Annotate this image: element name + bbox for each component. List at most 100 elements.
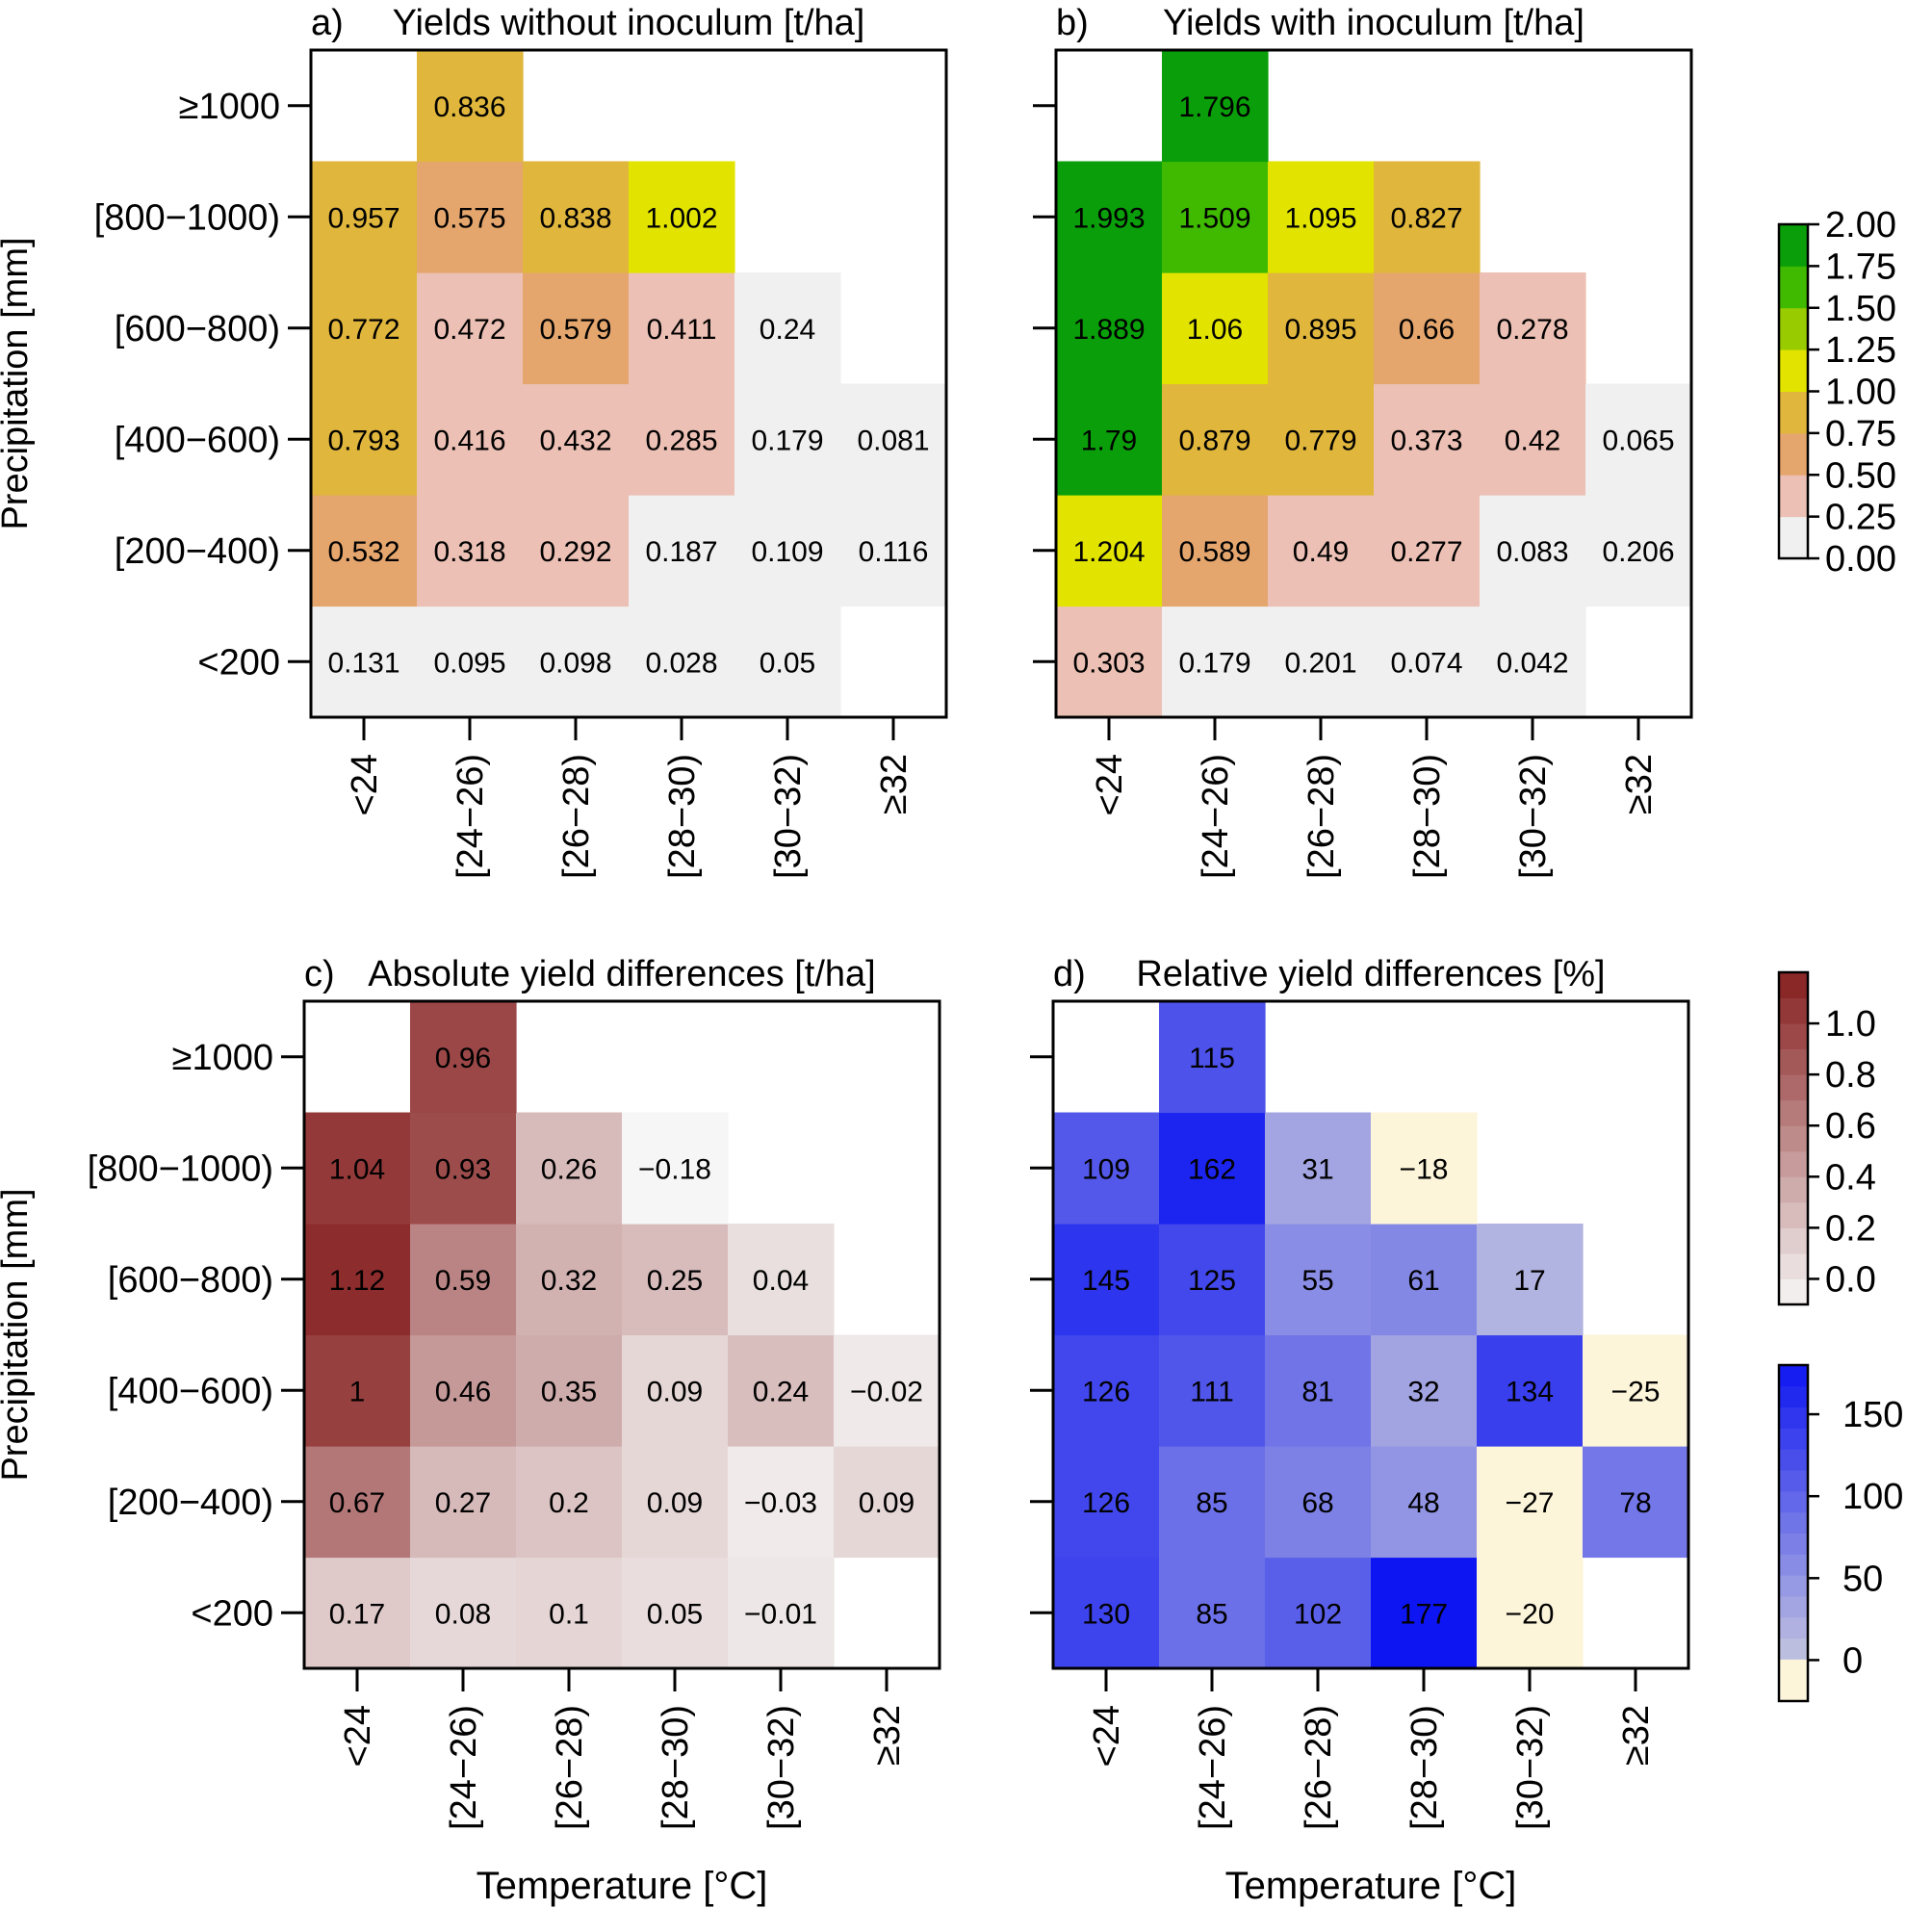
heatmap-cell <box>417 161 524 273</box>
x-tick-label: [30−32) <box>761 1705 802 1830</box>
heatmap-cell <box>1159 1112 1266 1225</box>
heatmap-cell <box>1265 1557 1372 1669</box>
heatmap-cell <box>1056 272 1163 385</box>
cell-value: 0.42 <box>1505 425 1560 456</box>
y-axis-title: Precipitation [mm] <box>0 1188 36 1481</box>
heatmap-cell <box>1056 495 1163 607</box>
heatmap-cell <box>1265 1446 1372 1559</box>
cell-value: 0.579 <box>539 314 611 346</box>
heatmap-cell <box>410 1224 517 1336</box>
legend-swatch <box>1779 1252 1808 1279</box>
heatmap-cell <box>1162 495 1269 607</box>
legend-swatch <box>1779 1638 1808 1660</box>
cell-value: 126 <box>1082 1376 1130 1407</box>
y-tick-label: ≥1000 <box>172 1038 273 1078</box>
y-tick-label: [200−400) <box>108 1483 273 1523</box>
x-tick-label: [26−28) <box>556 754 597 879</box>
cell-value: −25 <box>1611 1376 1661 1407</box>
cell-value: 55 <box>1301 1265 1333 1297</box>
heatmap-cell <box>523 606 630 718</box>
legend-absdiff: 0.0 0.2 0.4 0.6 0.8 1.0 <box>1777 970 1876 1306</box>
cell-value: 0.838 <box>539 202 611 234</box>
cell-value: 0.879 <box>1178 425 1250 456</box>
cell-value: 0.416 <box>433 425 505 456</box>
heatmap-cell <box>410 1112 517 1225</box>
legend-label: 0.00 <box>1825 539 1896 580</box>
x-tick-label: <24 <box>338 1705 378 1767</box>
legend-swatch <box>1779 1227 1808 1254</box>
y-tick-label: <200 <box>191 1593 273 1634</box>
cell-value: 162 <box>1188 1153 1236 1185</box>
cell-value: 1.796 <box>1178 91 1250 123</box>
legend-swatch <box>1779 1428 1808 1450</box>
panel-label: d) <box>1053 954 1086 994</box>
cell-value: 0.028 <box>645 647 717 679</box>
cell-value: 0.09 <box>647 1487 703 1519</box>
cell-value: 0.17 <box>329 1598 385 1630</box>
cell-value: 48 <box>1407 1487 1439 1519</box>
cell-value: 0.779 <box>1284 425 1356 456</box>
cell-value: 0.27 <box>435 1487 491 1519</box>
legend-label: 100 <box>1842 1477 1903 1517</box>
heatmap-cell <box>1585 383 1692 496</box>
cell-value: 81 <box>1301 1376 1333 1407</box>
legend-label: 50 <box>1842 1559 1883 1599</box>
heatmap-cell <box>311 606 418 718</box>
legend-label: 1.00 <box>1825 373 1896 413</box>
cell-value: 0.589 <box>1178 536 1250 568</box>
legend-swatch <box>1779 1616 1808 1639</box>
x-tick-label: [24−26) <box>1196 754 1236 879</box>
heatmap-cell <box>1477 1446 1584 1559</box>
heatmap-cell <box>304 1334 411 1447</box>
y-axis-title: Precipitation [mm] <box>0 237 36 529</box>
cell-value: 0.083 <box>1496 536 1568 568</box>
heatmap-cell <box>1265 1224 1372 1336</box>
heatmap-cell <box>516 1334 623 1447</box>
heatmap-cell <box>1477 1557 1584 1669</box>
plot-frame <box>302 999 941 1670</box>
heatmap-cell <box>1374 161 1481 273</box>
cell-value: 1.002 <box>645 202 717 234</box>
plot-frame <box>1054 48 1693 719</box>
cell-value: 130 <box>1082 1598 1130 1630</box>
cell-value: 0.04 <box>753 1265 809 1297</box>
cell-value: 0.303 <box>1072 647 1145 679</box>
heatmap-cell <box>417 50 524 163</box>
heatmap-cell <box>734 383 841 496</box>
heatmap-cell <box>622 1224 729 1336</box>
x-tick-label: [28−30) <box>656 1705 696 1830</box>
heatmap-cell <box>629 161 735 273</box>
heatmap-cell <box>410 1446 517 1559</box>
x-tick-label: [30−32) <box>768 754 809 879</box>
cell-value: 0.042 <box>1496 647 1568 679</box>
legend-swatch <box>1779 224 1808 267</box>
legend-swatch <box>1779 1533 1808 1555</box>
cell-value: 0.26 <box>541 1153 597 1185</box>
legend-swatch <box>1779 1074 1808 1101</box>
cell-value: 0.93 <box>435 1153 491 1185</box>
heatmap-cell <box>1053 1446 1160 1559</box>
legend-label: 0.2 <box>1825 1208 1876 1249</box>
legend-frame <box>1777 1363 1810 1703</box>
x-tick-label: <24 <box>345 754 385 815</box>
heatmap-cell <box>840 495 947 607</box>
heatmap-cell <box>1268 606 1375 718</box>
legend-swatch <box>1779 1023 1808 1050</box>
legend-swatch <box>1779 307 1808 350</box>
panel-a: 0.131 0.095 0.098 0.028 0.05 0.532 0.318 0.292 0… <box>0 3 948 879</box>
cell-value: 0.098 <box>539 647 611 679</box>
heatmap-cell <box>417 272 524 385</box>
cell-value: 1.509 <box>1178 202 1250 234</box>
legend-swatch <box>1779 349 1808 392</box>
heatmap-cell <box>1159 1557 1266 1669</box>
cell-value: 0.772 <box>327 314 399 346</box>
cell-value: 111 <box>1190 1376 1234 1407</box>
heatmap-cell <box>1268 383 1375 496</box>
cell-value: 0.24 <box>753 1376 809 1407</box>
heatmap-cell <box>1374 495 1481 607</box>
heatmap-cell <box>734 495 841 607</box>
heatmap-cell <box>1159 1334 1266 1447</box>
heatmap-cell <box>1374 383 1481 496</box>
y-tick-label: [800−1000) <box>94 197 280 238</box>
